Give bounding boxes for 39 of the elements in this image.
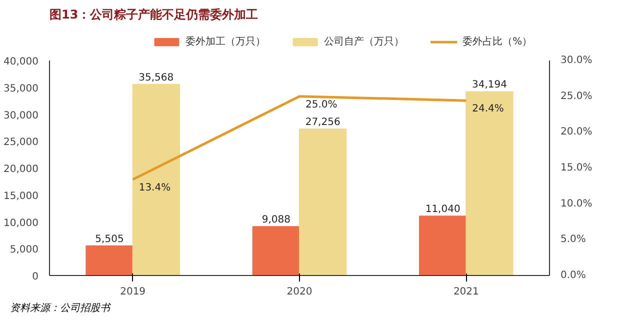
y2-tick-label: 15.0% (560, 162, 592, 174)
y2-tick-label: 30.0% (560, 55, 592, 66)
data-label: 24.4% (472, 104, 504, 115)
text: 资料来源：公司招股书 (10, 302, 110, 316)
chart-title: 图13：公司粽子产能不足仍需委外加工 (50, 8, 258, 22)
legend-label: 委外加工（万只） (185, 36, 266, 48)
legend-label: 委外占比（%） (462, 36, 532, 48)
legend-label: 公司自产（万只） (324, 36, 404, 48)
x-tick-label: 2020 (286, 286, 312, 298)
y-tick-label: 40,000 (4, 56, 39, 68)
y2-tick-label: 25.0% (560, 90, 592, 102)
bar (132, 84, 180, 276)
y-tick-label: 10,000 (4, 218, 39, 229)
data-label: 25.0% (306, 99, 338, 110)
bar (466, 91, 514, 276)
bar (419, 216, 467, 276)
x-tick-label: 2021 (453, 286, 479, 298)
y-tick-label: 25,000 (4, 137, 39, 148)
bar (86, 245, 134, 276)
y2-tick-label: 20.0% (560, 126, 592, 138)
bar (299, 128, 347, 276)
data-label: 11,040 (425, 204, 460, 216)
x-tick-label: 2019 (120, 286, 146, 298)
y-tick-label: 35,000 (4, 83, 39, 94)
bar (252, 226, 300, 276)
y2-tick-label: 5.0% (560, 234, 586, 246)
data-label: 5,505 (95, 234, 124, 245)
y-tick-label: 0 (32, 272, 39, 282)
data-label: 35,568 (138, 72, 174, 84)
y-tick-label: 15,000 (4, 190, 39, 202)
y-tick-label: 30,000 (4, 110, 39, 122)
y2-tick-label: 10.0% (560, 198, 592, 210)
data-label: 9,088 (262, 214, 290, 226)
y2-tick-label: 0.0% (560, 270, 586, 281)
y-tick-label: 20,000 (4, 164, 39, 175)
y-tick-label: 5,000 (10, 244, 39, 256)
data-label: 34,194 (472, 80, 508, 91)
data-label: 13.4% (138, 182, 171, 194)
data-label: 27,256 (305, 117, 340, 128)
